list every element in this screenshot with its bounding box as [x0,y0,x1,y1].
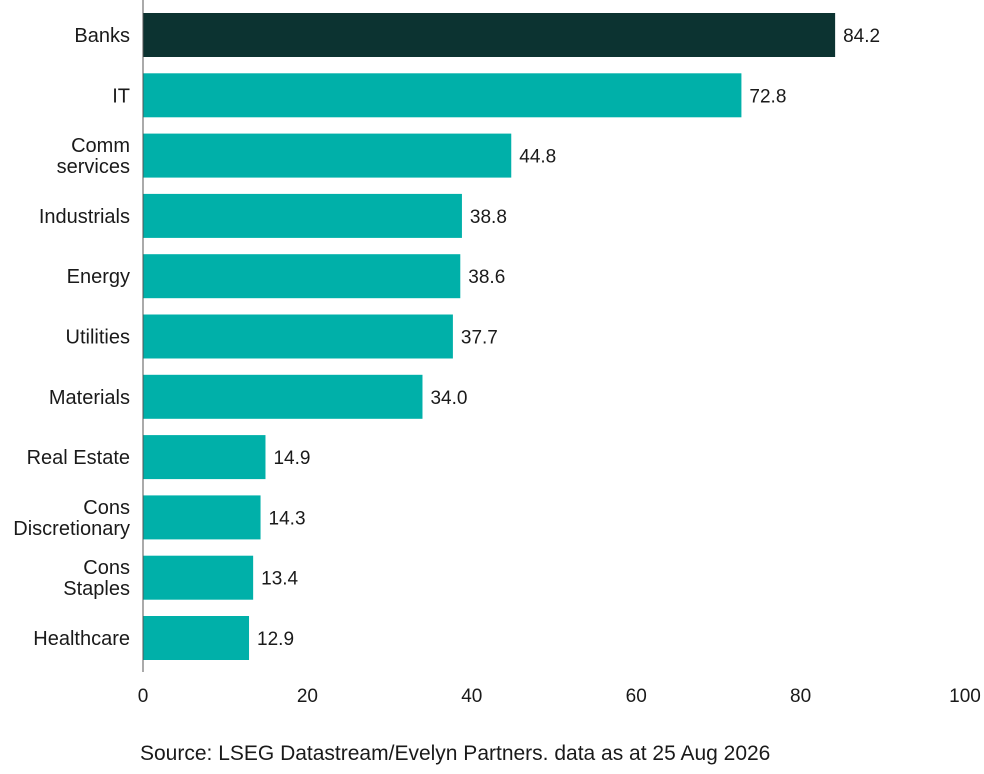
x-tick-label: 0 [138,686,149,707]
bar [143,495,261,540]
bar [143,13,836,57]
value-label: 44.8 [519,147,556,168]
category-labels: Banks IT Comm services Industrials Energy Util… [13,25,130,650]
x-tick-label: 80 [790,686,811,707]
category-label: Industrials [39,206,130,228]
bars-group [143,13,836,660]
category-label: Banks [74,25,130,47]
bar [143,314,453,359]
value-label: 13.4 [261,569,298,590]
category-label: Comm services [57,135,130,178]
x-axis-ticks: 0 20 40 60 80 100 [138,686,981,707]
category-label: Cons Staples [63,557,130,600]
category-label: Cons Discretionary [13,497,130,540]
category-label: Healthcare [33,628,130,650]
x-tick-label: 40 [461,686,482,707]
value-labels: 84.2 72.8 44.8 38.8 38.6 37.7 34.0 14.9 14.3 13.4… [257,26,880,650]
category-label: IT [112,85,130,107]
bar [143,616,250,660]
bar [143,133,512,178]
bar-chart: Banks IT Comm services Industrials Energy Util… [13,0,981,707]
bar [143,374,423,419]
value-label: 14.9 [273,448,310,469]
bar [143,73,742,118]
value-label: 37.7 [461,328,498,349]
bar [143,555,254,600]
value-label: 12.9 [257,629,294,650]
value-label: 84.2 [843,26,880,47]
bar [143,193,462,238]
value-label: 14.3 [269,508,306,529]
category-label: Utilities [66,327,130,349]
bar [143,254,461,299]
x-tick-label: 20 [297,686,318,707]
bar [143,435,266,480]
category-label: Materials [49,387,130,409]
value-label: 38.6 [468,267,505,288]
category-label: Energy [67,266,130,288]
category-label: Real Estate [27,447,130,469]
x-tick-label: 100 [949,686,981,707]
value-label: 38.8 [470,207,507,228]
source-note: Source: LSEG Datastream/Evelyn Partners.… [140,742,771,765]
x-tick-label: 60 [626,686,647,707]
value-label: 34.0 [430,388,467,409]
value-label: 72.8 [749,86,786,107]
